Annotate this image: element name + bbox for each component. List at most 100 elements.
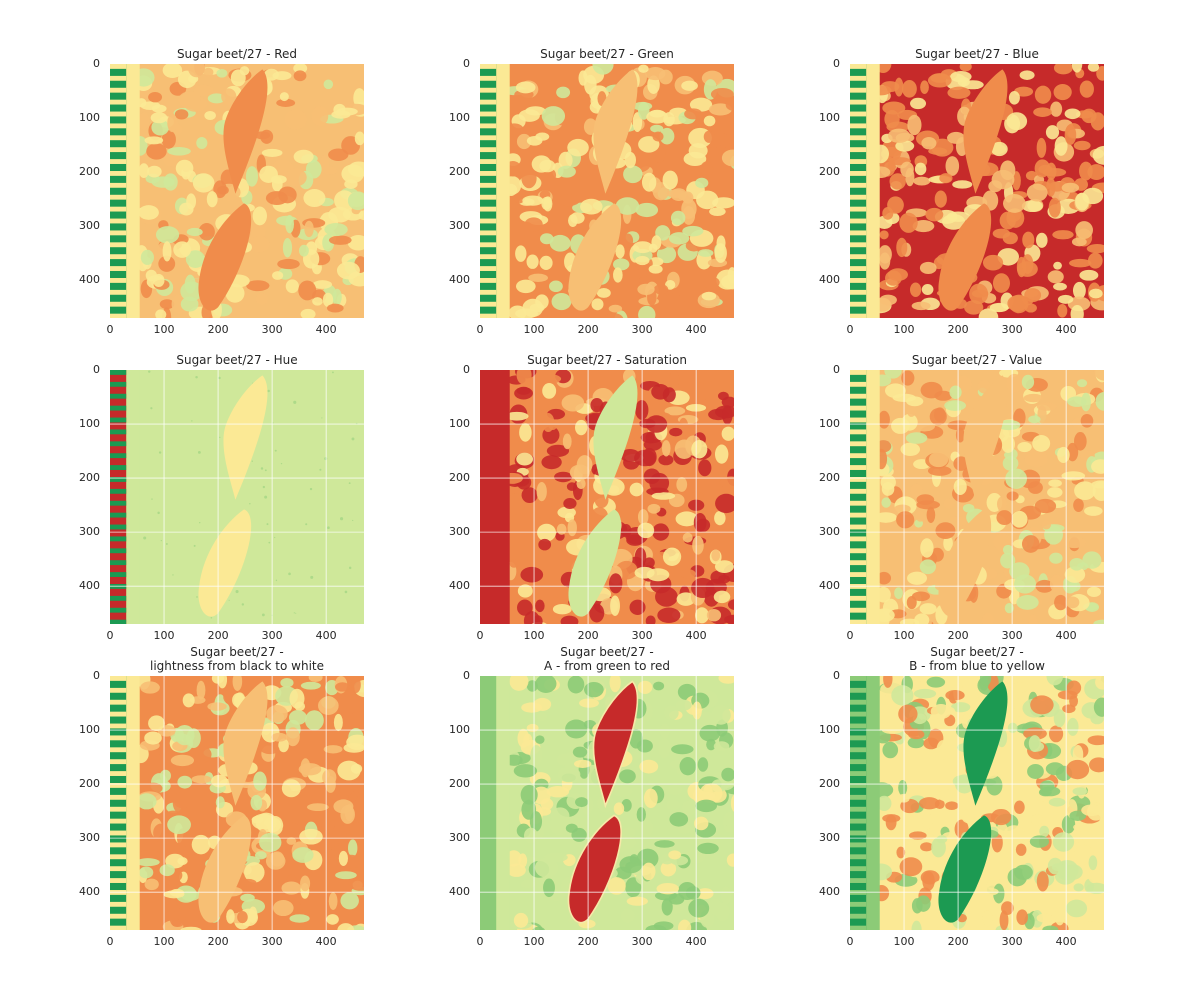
x-tick-label: 100: [153, 629, 175, 642]
subplot-title: Sugar beet/27 - lightness from black to …: [149, 645, 324, 673]
subplot-title: Sugar beet/27 - B - from blue to yellow: [909, 645, 1045, 673]
y-tick-label: 400: [79, 579, 100, 593]
y-tick-label: 200: [79, 471, 100, 485]
x-tick-label: 100: [153, 323, 175, 336]
subplot-title: Sugar beet/27 - Hue: [176, 353, 298, 367]
x-tick-label: 400: [685, 629, 707, 642]
y-tick-label: 100: [79, 111, 100, 125]
x-tick-label: 100: [153, 935, 175, 948]
y-tick-label: 300: [79, 219, 100, 233]
y-tick-label: 0: [463, 363, 470, 376]
x-tick-label: 200: [577, 323, 599, 336]
y-tick-label: 200: [449, 471, 470, 485]
x-tick-label: 0: [106, 323, 114, 336]
x-tick-label: 0: [846, 935, 854, 948]
channel-image: [480, 370, 734, 624]
x-tick-label: 400: [1055, 629, 1077, 642]
y-tick-label: 200: [79, 165, 100, 179]
channel-image: [850, 370, 1104, 624]
y-tick-label: 0: [833, 669, 840, 682]
x-tick-label: 200: [207, 323, 229, 336]
x-tick-label: 300: [631, 935, 653, 948]
channel-image: [480, 676, 734, 930]
y-tick-label: 300: [449, 219, 470, 233]
y-tick-label: 400: [819, 273, 840, 287]
subplot-title: Sugar beet/27 - Saturation: [527, 353, 687, 367]
channel-image-svg: [850, 64, 1104, 318]
y-tick-label: 100: [449, 723, 470, 737]
subplot-title: Sugar beet/27 - Red: [176, 47, 298, 61]
y-tick-label: 200: [819, 777, 840, 791]
x-tick-label: 200: [207, 629, 229, 642]
x-tick-label: 400: [315, 323, 337, 336]
y-tick-label: 0: [93, 669, 100, 682]
channel-image: [480, 64, 734, 318]
y-tick-label: 200: [819, 471, 840, 485]
channel-image-svg: [480, 64, 734, 318]
x-tick-label: 300: [631, 323, 653, 336]
channel-image-svg: [480, 370, 734, 624]
y-tick-label: 400: [449, 885, 470, 899]
subplot-title: Sugar beet/27 - Green: [540, 47, 674, 61]
x-tick-label: 100: [523, 323, 545, 336]
x-tick-label: 200: [577, 935, 599, 948]
y-tick-label: 200: [79, 777, 100, 791]
x-tick-label: 400: [315, 629, 337, 642]
y-tick-label: 400: [819, 579, 840, 593]
x-tick-label: 0: [476, 629, 484, 642]
x-tick-label: 0: [476, 935, 484, 948]
x-tick-label: 300: [1001, 935, 1023, 948]
x-tick-label: 400: [1055, 935, 1077, 948]
y-tick-label: 100: [79, 417, 100, 431]
channel-image: [850, 64, 1104, 318]
y-tick-label: 400: [79, 273, 100, 287]
y-tick-label: 300: [79, 525, 100, 539]
x-tick-label: 100: [893, 323, 915, 336]
channel-image-svg: [850, 370, 1104, 624]
x-tick-label: 400: [685, 935, 707, 948]
x-tick-label: 200: [207, 935, 229, 948]
y-tick-label: 0: [93, 57, 100, 70]
x-tick-label: 200: [947, 935, 969, 948]
y-tick-label: 0: [833, 57, 840, 70]
x-tick-label: 300: [261, 323, 283, 336]
y-tick-label: 100: [819, 111, 840, 125]
y-tick-label: 300: [819, 831, 840, 845]
y-tick-label: 100: [449, 417, 470, 431]
channel-image: [110, 370, 364, 624]
y-tick-label: 100: [819, 417, 840, 431]
x-tick-label: 100: [523, 935, 545, 948]
y-tick-label: 0: [93, 363, 100, 376]
channel-image: [110, 676, 364, 930]
y-tick-label: 300: [819, 219, 840, 233]
subplot-title: Sugar beet/27 - Value: [911, 353, 1043, 367]
channel-image-svg: [110, 64, 364, 318]
x-tick-label: 300: [1001, 629, 1023, 642]
channel-image-svg: [480, 676, 734, 930]
channel-image-svg: [850, 676, 1104, 930]
y-tick-label: 100: [449, 111, 470, 125]
x-tick-label: 300: [261, 629, 283, 642]
subplot-title: Sugar beet/27 - A - from green to red: [544, 645, 670, 673]
x-tick-label: 100: [523, 629, 545, 642]
x-tick-label: 0: [846, 629, 854, 642]
y-tick-label: 200: [449, 777, 470, 791]
x-tick-label: 100: [893, 935, 915, 948]
x-tick-label: 0: [846, 323, 854, 336]
x-tick-label: 400: [1055, 323, 1077, 336]
y-tick-label: 400: [819, 885, 840, 899]
y-tick-label: 300: [79, 831, 100, 845]
y-tick-label: 0: [463, 57, 470, 70]
channel-image-svg: [110, 370, 364, 624]
y-tick-label: 400: [449, 579, 470, 593]
channel-image-svg: [110, 676, 364, 930]
x-tick-label: 400: [685, 323, 707, 336]
y-tick-label: 0: [833, 363, 840, 376]
y-tick-label: 100: [819, 723, 840, 737]
x-tick-label: 300: [1001, 323, 1023, 336]
y-tick-label: 300: [449, 525, 470, 539]
y-tick-label: 400: [449, 273, 470, 287]
x-tick-label: 0: [106, 935, 114, 948]
y-tick-label: 100: [79, 723, 100, 737]
x-tick-label: 0: [106, 629, 114, 642]
